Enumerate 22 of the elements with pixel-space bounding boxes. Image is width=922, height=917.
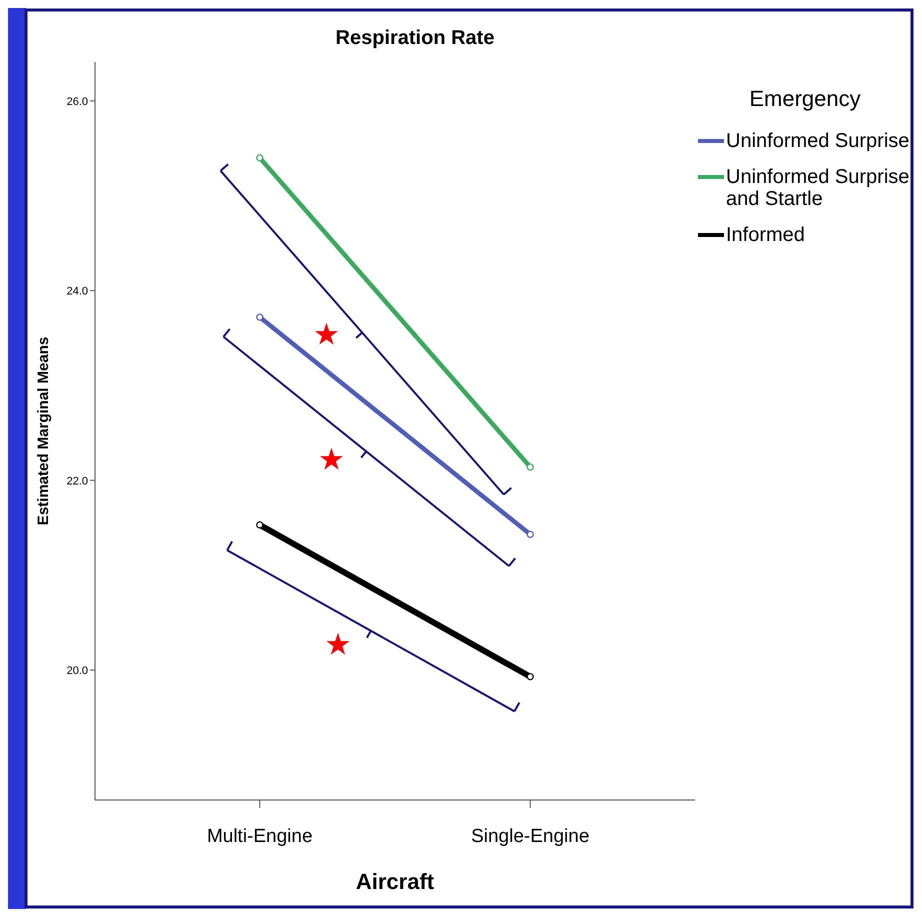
point <box>256 314 264 321</box>
y-tick-label: 24.0 <box>66 286 88 298</box>
y-tick-label: 20.0 <box>66 665 88 678</box>
legend-label: Informed <box>726 224 805 246</box>
x-tick-label: Single-Engine <box>471 826 590 847</box>
point <box>526 673 534 680</box>
point <box>526 530 534 538</box>
x-axis-title: Aircraft <box>356 869 435 894</box>
point <box>256 521 264 529</box>
y-tick-label: 22.0 <box>66 475 88 488</box>
legend-label: Uninformed Surprise <box>726 130 910 152</box>
annotation: ★ <box>324 628 352 662</box>
annotation: ★ <box>318 443 346 476</box>
point <box>256 154 264 162</box>
legend-label: Uninformed Surprise and Startle <box>726 166 910 210</box>
point <box>526 463 534 471</box>
y-tick-label: 26.0 <box>66 96 88 108</box>
chart-title: Respiration Rate <box>336 27 494 49</box>
x-tick-label: Multi-Engine <box>206 826 313 847</box>
y-axis-title: Estimated Marginal Means <box>35 336 52 526</box>
legend-title: Emergency <box>749 86 861 111</box>
annotation: ★ <box>313 318 340 352</box>
